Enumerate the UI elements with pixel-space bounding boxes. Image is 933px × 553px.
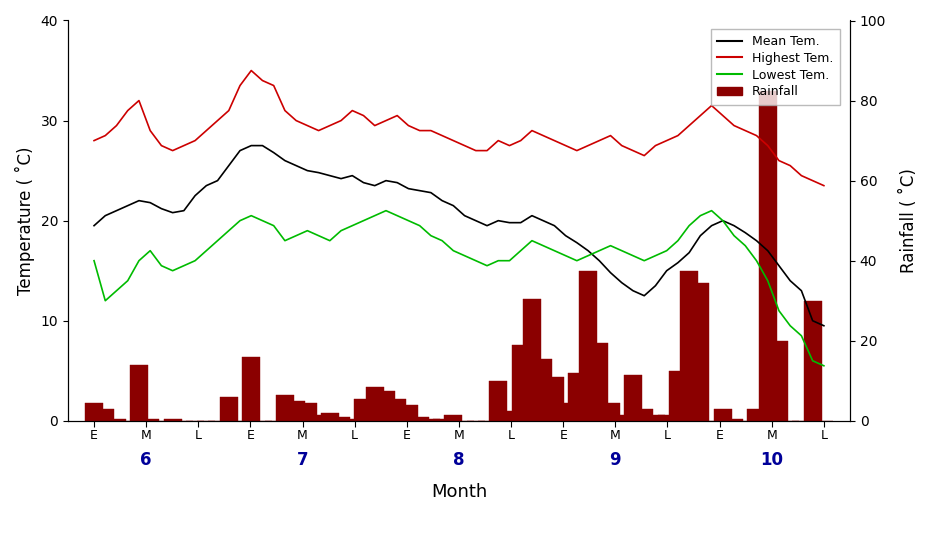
Bar [658, 415, 675, 421]
Bar [545, 377, 564, 421]
Bar [130, 365, 148, 421]
Text: Month: Month [431, 483, 487, 501]
Bar [366, 387, 383, 421]
Bar [500, 411, 519, 421]
Bar [276, 395, 294, 421]
Bar [579, 271, 597, 421]
Bar [355, 399, 372, 421]
Bar [243, 357, 260, 421]
Bar [321, 413, 339, 421]
Bar [803, 301, 822, 421]
Bar [444, 415, 463, 421]
Bar [107, 419, 126, 421]
Bar [567, 373, 586, 421]
Bar [725, 419, 744, 421]
Bar [299, 403, 316, 421]
Bar [759, 91, 777, 421]
Bar [422, 419, 440, 421]
Bar [489, 381, 508, 421]
Bar [591, 343, 608, 421]
Bar [747, 409, 766, 421]
Bar [377, 391, 395, 421]
Y-axis label: Temperature ( ˚C): Temperature ( ˚C) [15, 147, 35, 295]
Bar [399, 405, 418, 421]
Bar [635, 409, 653, 421]
Y-axis label: Rainfall ( ˚C): Rainfall ( ˚C) [900, 168, 918, 273]
Bar [96, 409, 115, 421]
Bar [219, 397, 238, 421]
Bar [511, 345, 530, 421]
Bar [534, 359, 552, 421]
Bar [624, 375, 642, 421]
Bar [647, 415, 664, 421]
Bar [680, 271, 698, 421]
Bar [411, 417, 429, 421]
Text: 6: 6 [141, 451, 152, 469]
Bar [141, 419, 160, 421]
Text: 9: 9 [609, 451, 621, 469]
Bar [332, 417, 350, 421]
Text: 7: 7 [297, 451, 309, 469]
Bar [613, 415, 631, 421]
Text: 8: 8 [453, 451, 465, 469]
Bar [714, 409, 732, 421]
Bar [556, 403, 575, 421]
Bar [433, 419, 452, 421]
Text: 10: 10 [760, 451, 783, 469]
Bar [310, 415, 327, 421]
Bar [163, 419, 182, 421]
Bar [691, 283, 709, 421]
Legend: Mean Tem., Highest Tem., Lowest Tem., Rainfall: Mean Tem., Highest Tem., Lowest Tem., Ra… [711, 29, 840, 105]
Bar [388, 399, 407, 421]
Bar [343, 419, 361, 421]
Bar [669, 371, 687, 421]
Bar [522, 299, 541, 421]
Bar [85, 403, 104, 421]
Bar [602, 403, 620, 421]
Bar [287, 401, 305, 421]
Bar [770, 341, 788, 421]
